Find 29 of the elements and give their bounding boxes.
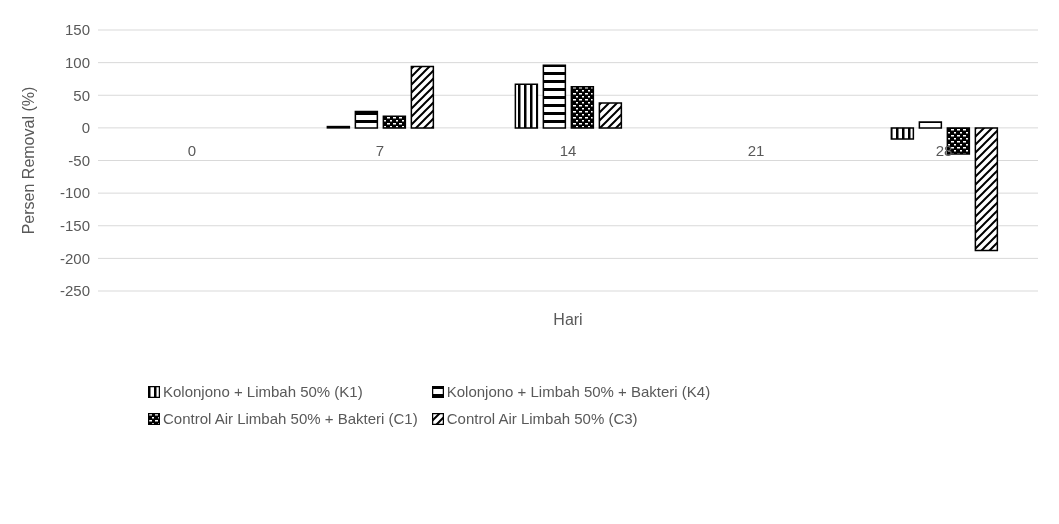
y-tick-label: -150 (59, 217, 90, 235)
y-tick-label: -250 (59, 282, 90, 300)
y-tick-label: -50 (68, 151, 90, 169)
bar (514, 83, 539, 129)
bar (974, 127, 999, 252)
y-axis-title: Persen Removal (%) (19, 86, 37, 235)
y-tick-label: -200 (59, 249, 90, 267)
legend-label: Control Air Limbah 50% + Bakteri (C1) (163, 410, 418, 427)
bar (890, 127, 915, 140)
bar (918, 121, 943, 129)
y-tick-label: -100 (59, 184, 90, 202)
y-tick-label: 100 (64, 53, 90, 71)
x-tick-label: 7 (375, 141, 385, 159)
x-tick-label: 0 (187, 141, 197, 159)
y-tick-label: 150 (64, 21, 90, 39)
bar (382, 115, 407, 129)
bar (570, 86, 595, 129)
x-tick-label: 14 (559, 141, 577, 159)
y-tick-label: 0 (81, 119, 90, 137)
legend-label: Control Air Limbah 50% (C3) (446, 410, 638, 427)
bar (410, 65, 435, 129)
bar (598, 102, 623, 129)
x-axis-title: Hari (553, 311, 583, 328)
x-tick-label: 21 (747, 141, 765, 159)
bar (542, 64, 567, 129)
legend-label: Kolonjono + Limbah 50% (K1) (163, 383, 363, 400)
bar (354, 110, 379, 129)
y-tick-label: 50 (73, 86, 90, 104)
legend-label: Kolonjono + Limbah 50% + Bakteri (K4) (446, 383, 711, 400)
